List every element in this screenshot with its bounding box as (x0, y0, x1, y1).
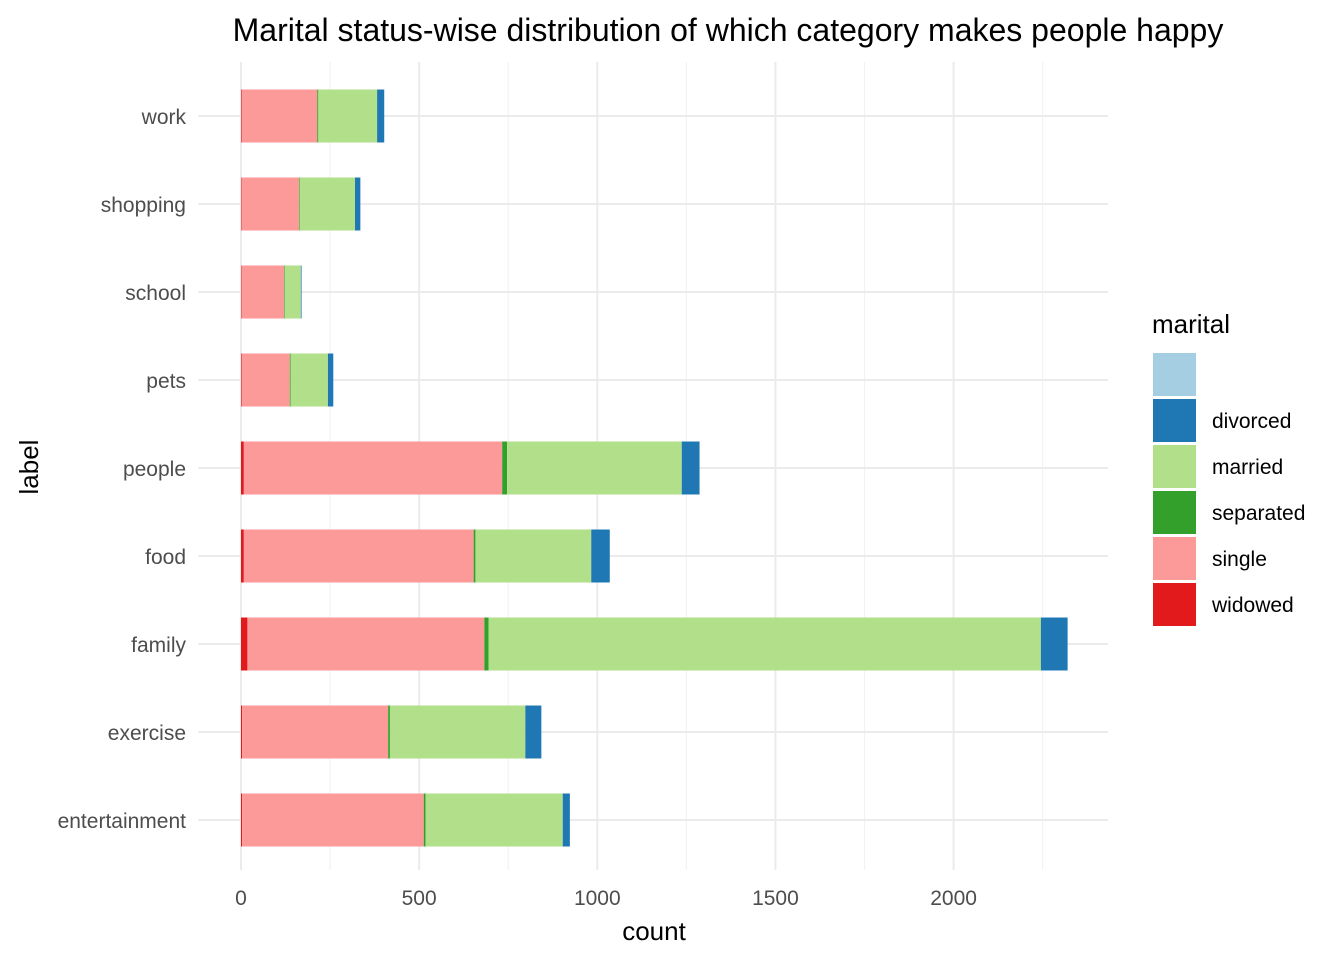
bar-group-family (241, 617, 1068, 671)
x-tick-label: 500 (402, 887, 437, 910)
legend-item-widowed: widowed (1153, 583, 1294, 626)
legend-item-married: married (1153, 445, 1283, 488)
y-tick-labels: entertainment exercise family food people pet… (58, 106, 187, 833)
legend-label: widowed (1211, 594, 1294, 617)
bar-segment-work-widowed (241, 89, 242, 143)
legend-title: marital (1152, 309, 1230, 339)
bar-segment-food-divorced (591, 529, 610, 583)
x-axis-title: count (622, 916, 686, 946)
bar-segment-food-separated (473, 529, 476, 583)
bar-segment-work-single (241, 89, 318, 143)
bar-segment-school-single (241, 265, 285, 319)
bar-segment-people-widowed (241, 441, 244, 495)
bar-group-school (241, 265, 302, 319)
y-tick-label: entertainment (58, 810, 187, 833)
bar-segment-pets-separated (289, 353, 291, 407)
bar-segment-people-married (507, 441, 682, 495)
bar-segment-family-widowed (241, 617, 248, 671)
bar-segment-exercise-widowed (241, 705, 243, 759)
x-tick-label: 1000 (574, 887, 621, 910)
x-tick-label: 2000 (930, 887, 977, 910)
bar-segment-family-divorced (1040, 617, 1068, 671)
bar-segment-pets-divorced (327, 353, 334, 407)
bar-segment-family-married (488, 617, 1041, 671)
x-tick-label: 1500 (752, 887, 799, 910)
bar-segment-pets-single (241, 353, 290, 407)
y-tick-label: work (141, 106, 187, 129)
bar-segment-entertainment-separated (423, 793, 426, 847)
bar-segment-food-single (243, 529, 474, 583)
bar-group-food (241, 529, 610, 583)
legend-item-divorced: divorced (1153, 399, 1291, 442)
legend-items: divorced married separated single widowed (1153, 353, 1305, 626)
chart-title: Marital status-wise distribution of whic… (233, 12, 1224, 48)
bar-segment-entertainment-divorced (562, 793, 570, 847)
bar-segment-school-divorced (300, 265, 302, 319)
bar-segment-work-separated (317, 89, 319, 143)
legend-item-blank (1153, 353, 1196, 396)
y-tick-label: exercise (108, 722, 186, 745)
bar-segment-school-separated (284, 265, 285, 319)
bar-segment-entertainment-widowed (241, 793, 243, 847)
bar-segment-entertainment-married (425, 793, 563, 847)
bar-group-work (241, 89, 385, 143)
bar-segment-people-single (243, 441, 503, 495)
bars-layer (241, 89, 1068, 847)
bar-segment-school-married (284, 265, 301, 319)
bar-group-shopping (241, 177, 361, 231)
y-tick-label: school (125, 282, 186, 305)
bar-segment-family-single (247, 617, 485, 671)
y-tick-label: shopping (101, 194, 186, 217)
bar-group-entertainment (241, 793, 570, 847)
bar-group-people (241, 441, 700, 495)
y-tick-label: food (145, 546, 186, 569)
bar-segment-school-widowed (241, 265, 242, 319)
bar-segment-exercise-separated (388, 705, 390, 759)
bar-segment-family-separated (484, 617, 489, 671)
bar-segment-pets-widowed (241, 353, 242, 407)
legend-swatch (1153, 583, 1196, 626)
legend-swatch (1153, 491, 1196, 534)
y-axis-title: label (14, 440, 44, 495)
bar-group-pets (241, 353, 334, 407)
bar-segment-shopping-married (299, 177, 356, 231)
y-tick-label: pets (146, 370, 186, 393)
legend-label: divorced (1212, 410, 1291, 433)
bar-group-exercise (241, 705, 542, 759)
legend-swatch (1153, 399, 1196, 442)
bar-segment-people-divorced (681, 441, 700, 495)
bar-segment-shopping-separated (299, 177, 300, 231)
legend-swatch (1153, 445, 1196, 488)
bar-segment-food-widowed (241, 529, 244, 583)
legend-swatch (1153, 537, 1196, 580)
bar-segment-shopping-divorced (355, 177, 361, 231)
legend-label: married (1212, 456, 1283, 479)
bar-segment-shopping-widowed (241, 177, 242, 231)
legend-label: separated (1212, 502, 1305, 525)
legend: marital divorced married separated single wi… (1152, 309, 1305, 626)
bar-segment-pets-married (290, 353, 328, 407)
legend-label: single (1212, 548, 1267, 571)
bar-segment-shopping-single (241, 177, 300, 231)
bar-segment-work-divorced (377, 89, 385, 143)
bar-segment-exercise-single (242, 705, 389, 759)
x-tick-label: 0 (235, 887, 247, 910)
x-tick-labels: 0 500 1000 1500 2000 (235, 887, 977, 910)
bar-segment-exercise-married (389, 705, 526, 759)
bar-segment-people-separated (502, 441, 508, 495)
y-tick-label: family (131, 634, 186, 657)
bar-segment-food-married (475, 529, 592, 583)
bar-segment-exercise-divorced (525, 705, 542, 759)
legend-item-single: single (1153, 537, 1267, 580)
bar-segment-entertainment-single (242, 793, 424, 847)
legend-swatch (1153, 353, 1196, 396)
y-tick-label: people (123, 458, 186, 481)
bar-segment-work-married (318, 89, 378, 143)
legend-item-separated: separated (1153, 491, 1305, 534)
